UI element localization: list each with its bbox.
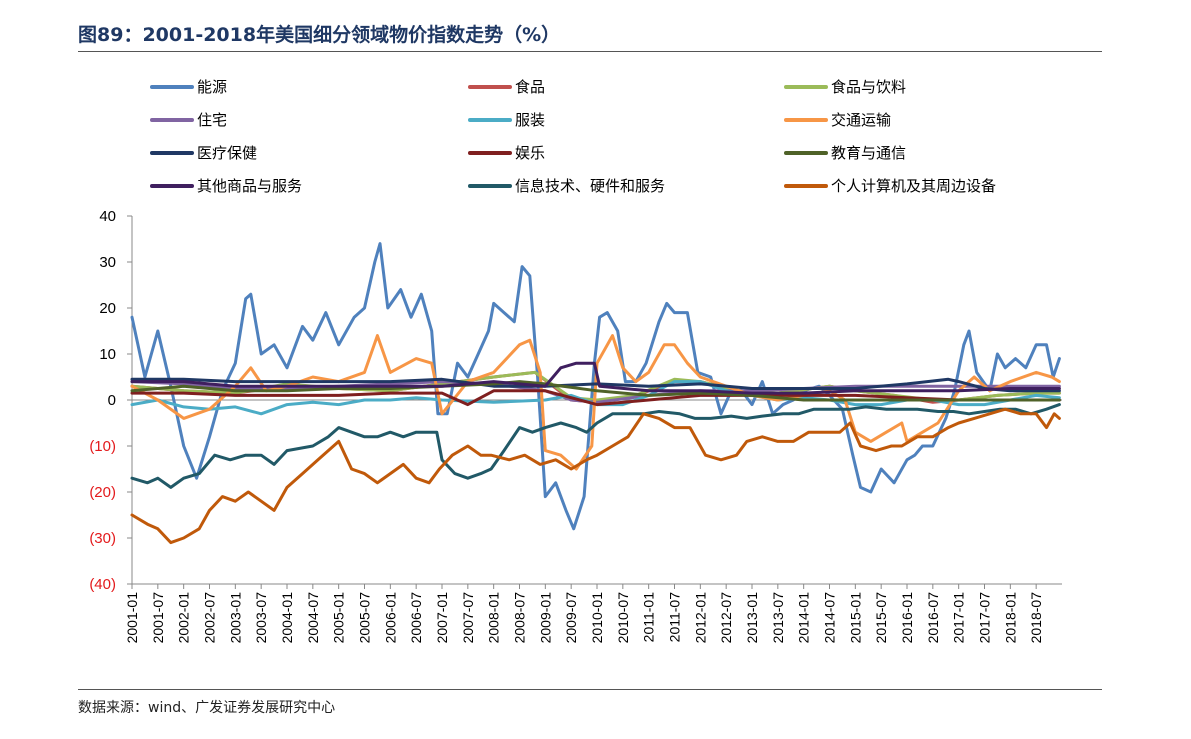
x-tick-label: 2007-07	[460, 592, 476, 644]
x-tick-label: 2008-01	[486, 592, 502, 644]
legend-item: 娱乐	[468, 144, 545, 162]
x-tick-label: 2016-07	[925, 592, 941, 644]
legend-item: 住宅	[150, 111, 227, 129]
y-tick-label: 20	[99, 300, 116, 317]
legend-label: 医疗保健	[197, 144, 257, 162]
x-tick-label: 2001-07	[150, 592, 166, 644]
x-tick-label: 2003-07	[253, 592, 269, 644]
x-tick-label: 2007-01	[434, 592, 450, 644]
y-tick-label: 30	[99, 254, 116, 271]
series-line-能源	[130, 242, 1061, 531]
series-line-个人计算机及其周边设备	[130, 407, 1061, 545]
legend-label: 其他商品与服务	[197, 177, 302, 195]
y-tick-label: 0	[108, 392, 116, 409]
x-tick-label: 2006-01	[382, 592, 398, 644]
x-tick-label: 2012-07	[718, 592, 734, 644]
series-line-教育与通信	[130, 380, 1061, 402]
x-tick-label: 2006-07	[408, 592, 424, 644]
legend-item: 教育与通信	[784, 144, 906, 162]
title-divider	[78, 51, 1102, 52]
y-tick-label: (10)	[89, 438, 116, 455]
x-tick-label: 2014-01	[796, 592, 812, 644]
series-line-信息技术、硬件和服务	[130, 403, 1061, 489]
x-tick-label: 2013-07	[770, 592, 786, 644]
x-tick-label: 2018-01	[1002, 592, 1018, 644]
legend-label: 信息技术、硬件和服务	[515, 177, 665, 195]
x-tick-label: 2018-07	[1028, 592, 1044, 644]
legend-item: 服装	[468, 111, 545, 129]
x-tick-label: 2009-01	[537, 592, 553, 644]
legend-item: 能源	[150, 78, 227, 96]
x-tick-label: 2010-01	[589, 592, 605, 644]
x-tick-label: 2016-01	[899, 592, 915, 644]
source-divider	[78, 689, 1102, 690]
y-tick-label: 40	[99, 208, 116, 225]
legend-item: 交通运输	[784, 111, 891, 129]
legend-item: 信息技术、硬件和服务	[468, 177, 665, 195]
x-tick-label: 2001-01	[124, 592, 140, 644]
legend-label: 食品	[515, 78, 545, 96]
legend-label: 住宅	[197, 111, 227, 129]
axes: 40 30 20 10 0 (10) (20) (30) (40) 2001-01 2001-07 2…	[89, 208, 1062, 643]
legend-label: 服装	[515, 111, 545, 129]
y-tick-label: (40)	[89, 576, 116, 593]
legend-item: 其他商品与服务	[150, 177, 302, 195]
x-tick-label: 2013-01	[744, 592, 760, 644]
x-tick-label: 2014-07	[822, 592, 838, 644]
x-tick-label: 2004-01	[279, 592, 295, 644]
series-line-其他商品与服务	[130, 361, 1061, 395]
legend-label: 能源	[197, 78, 227, 96]
x-tick-label: 2015-01	[847, 592, 863, 644]
source-note: 数据来源：wind、广发证券发展研究中心	[78, 700, 336, 716]
legend-label: 娱乐	[515, 144, 545, 162]
series-line-娱乐	[130, 389, 1061, 407]
x-tick-label: 2011-01	[641, 592, 657, 643]
series-line-医疗保健	[130, 377, 1061, 393]
x-tick-label: 2017-01	[951, 592, 967, 644]
y-tick-label: (20)	[89, 484, 116, 501]
x-tick-label: 2015-07	[873, 592, 889, 644]
legend-item: 食品与饮料	[784, 78, 906, 96]
figure-title: 图89：2001-2018年美国细分领域物价指数走势（%）	[78, 24, 561, 46]
legend-item: 医疗保健	[150, 144, 257, 162]
x-tick-label: 2009-07	[563, 592, 579, 644]
legend-label: 个人计算机及其周边设备	[831, 177, 996, 195]
y-tick-label: (30)	[89, 530, 116, 547]
x-tick-label: 2011-07	[667, 592, 683, 643]
legend-item: 食品	[468, 78, 545, 96]
x-tick-label: 2017-07	[977, 592, 993, 644]
legend-label: 教育与通信	[831, 144, 906, 162]
x-tick-label: 2003-01	[227, 592, 243, 644]
x-tick-label: 2002-07	[202, 592, 218, 644]
legend-label: 食品与饮料	[831, 78, 906, 96]
x-tick-label: 2010-07	[615, 592, 631, 644]
x-tick-label: 2004-07	[305, 592, 321, 644]
legend-label: 交通运输	[831, 111, 891, 129]
x-tick-label: 2012-01	[692, 592, 708, 644]
x-tick-label: 2008-07	[512, 592, 528, 644]
y-tick-label: 10	[99, 346, 116, 363]
series-lines	[130, 242, 1061, 545]
x-tick-label: 2002-01	[176, 592, 192, 644]
x-tick-label: 2005-01	[331, 592, 347, 644]
x-tick-label: 2005-07	[357, 592, 373, 644]
legend-item: 个人计算机及其周边设备	[784, 177, 996, 195]
